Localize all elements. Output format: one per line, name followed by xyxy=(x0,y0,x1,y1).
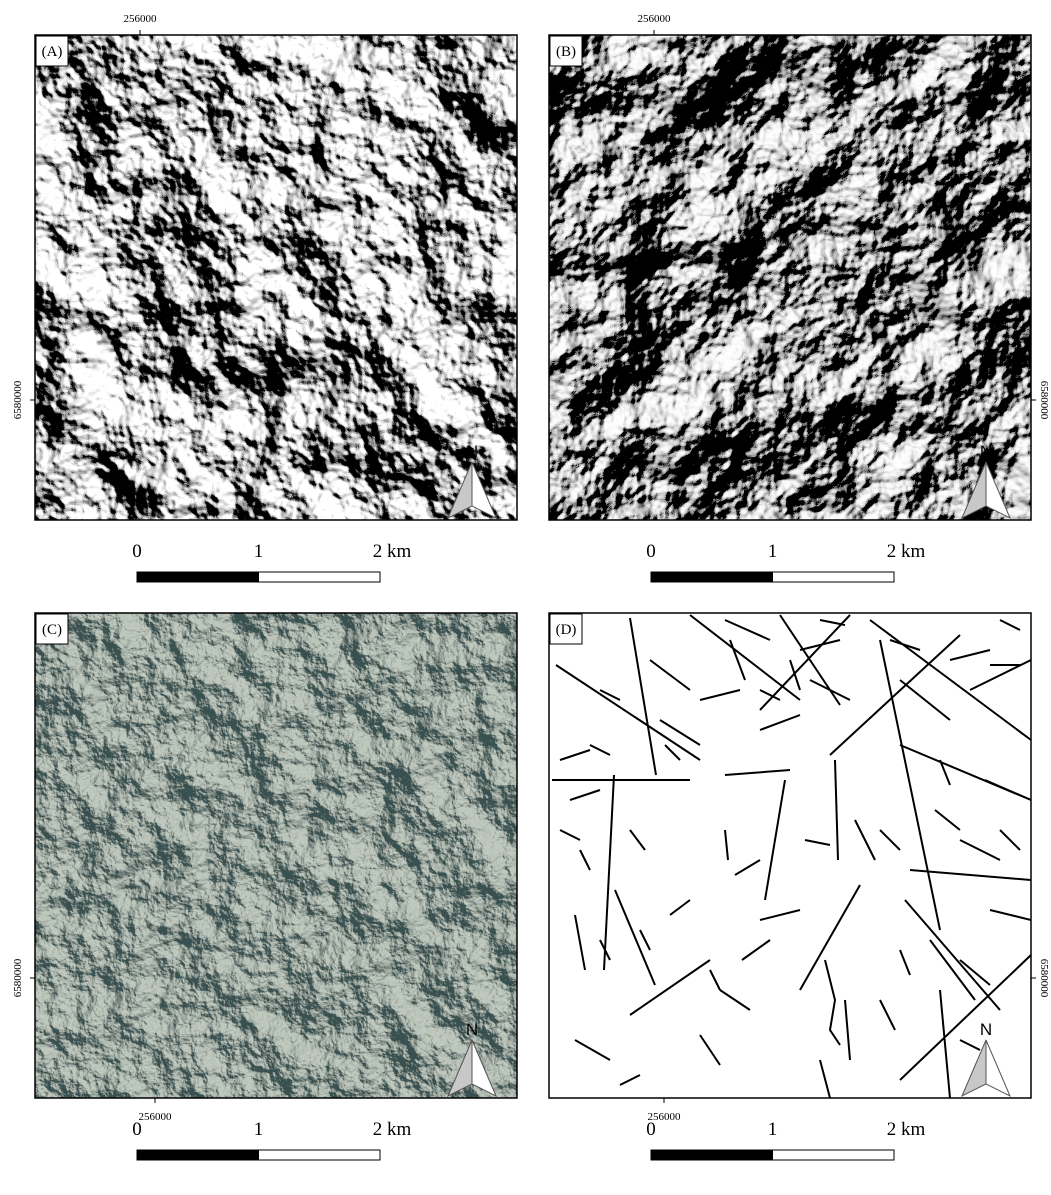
scale-label: 2 km xyxy=(887,541,926,562)
frame xyxy=(548,34,1032,521)
panel-label: (D) xyxy=(556,622,577,638)
coordinate-label: 256000 xyxy=(648,1111,682,1123)
north-arrow-right xyxy=(985,1039,1011,1098)
aerial-image xyxy=(35,613,517,1098)
scale-bar-black xyxy=(136,571,259,583)
scale-label: 2 km xyxy=(887,1119,926,1140)
coordinate-label: 6580000 xyxy=(12,380,24,419)
scale-bar-black xyxy=(136,1149,259,1161)
lineaments xyxy=(552,614,1031,1098)
scale-bar-black xyxy=(650,1149,773,1161)
scale-label: 1 xyxy=(254,541,264,562)
panel-label-box xyxy=(549,35,583,67)
scale-bar-white xyxy=(772,1149,895,1161)
scale-label: 0 xyxy=(132,1119,142,1140)
north-label: N xyxy=(980,442,992,461)
coordinate-label: 256000 xyxy=(124,13,158,25)
coordinate-label: 256000 xyxy=(139,1111,173,1123)
frame xyxy=(548,612,1032,1099)
scale-label: 2 km xyxy=(373,541,412,562)
scale-bar-white xyxy=(258,1149,381,1161)
coordinate-label: 6580000 xyxy=(1038,959,1050,998)
panel-label-box xyxy=(35,613,69,645)
panel-label: (A) xyxy=(42,44,63,60)
frame xyxy=(34,34,518,521)
panel-label: (B) xyxy=(556,44,576,60)
scale-bar-white xyxy=(258,571,381,583)
north-label: N xyxy=(466,1020,478,1039)
scale-label: 1 xyxy=(768,541,778,562)
north-arrow-right xyxy=(471,1039,497,1098)
hillshade-image xyxy=(549,35,1031,520)
scale-bar-white xyxy=(772,571,895,583)
scale-label: 1 xyxy=(768,1119,778,1140)
hillshade-image xyxy=(34,34,518,521)
scale-label: 0 xyxy=(132,541,142,562)
north-label: N xyxy=(466,442,478,461)
scale-label: 1 xyxy=(254,1119,264,1140)
north-arrow-right xyxy=(985,461,1011,520)
scale-label: 2 km xyxy=(373,1119,412,1140)
panel-label-box xyxy=(549,613,583,645)
panel-label-box xyxy=(35,35,69,67)
coordinate-label: 6580000 xyxy=(1038,381,1050,420)
coordinate-label: 256000 xyxy=(638,13,672,25)
north-arrow-right xyxy=(471,461,497,520)
north-label: N xyxy=(980,1020,992,1039)
scale-bar-black xyxy=(650,571,773,583)
scale-label: 0 xyxy=(646,541,656,562)
scale-label: 0 xyxy=(646,1119,656,1140)
frame xyxy=(34,612,518,1099)
coordinate-label: 6580000 xyxy=(12,958,24,997)
panel-label: (C) xyxy=(42,622,62,638)
